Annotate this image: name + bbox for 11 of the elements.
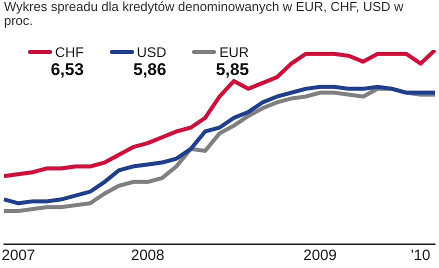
legend-label: CHF [55, 44, 84, 60]
annotation: 5,86 [133, 60, 166, 80]
annotation: 5,85 [216, 60, 249, 80]
x-tick-label: 2009 [303, 247, 337, 264]
annotation: 6,53 [50, 60, 84, 80]
x-tick-label: 2007 [2, 247, 36, 264]
x-tick-label: '10 [410, 247, 430, 264]
x-tick-label: 2008 [130, 247, 164, 264]
chart-title: Wykres spreadu dla kredytów denominowanych w EUR, CHF, USD w proc. [4, 0, 404, 28]
legend-label: EUR [219, 44, 249, 60]
legend-label: USD [136, 44, 166, 60]
